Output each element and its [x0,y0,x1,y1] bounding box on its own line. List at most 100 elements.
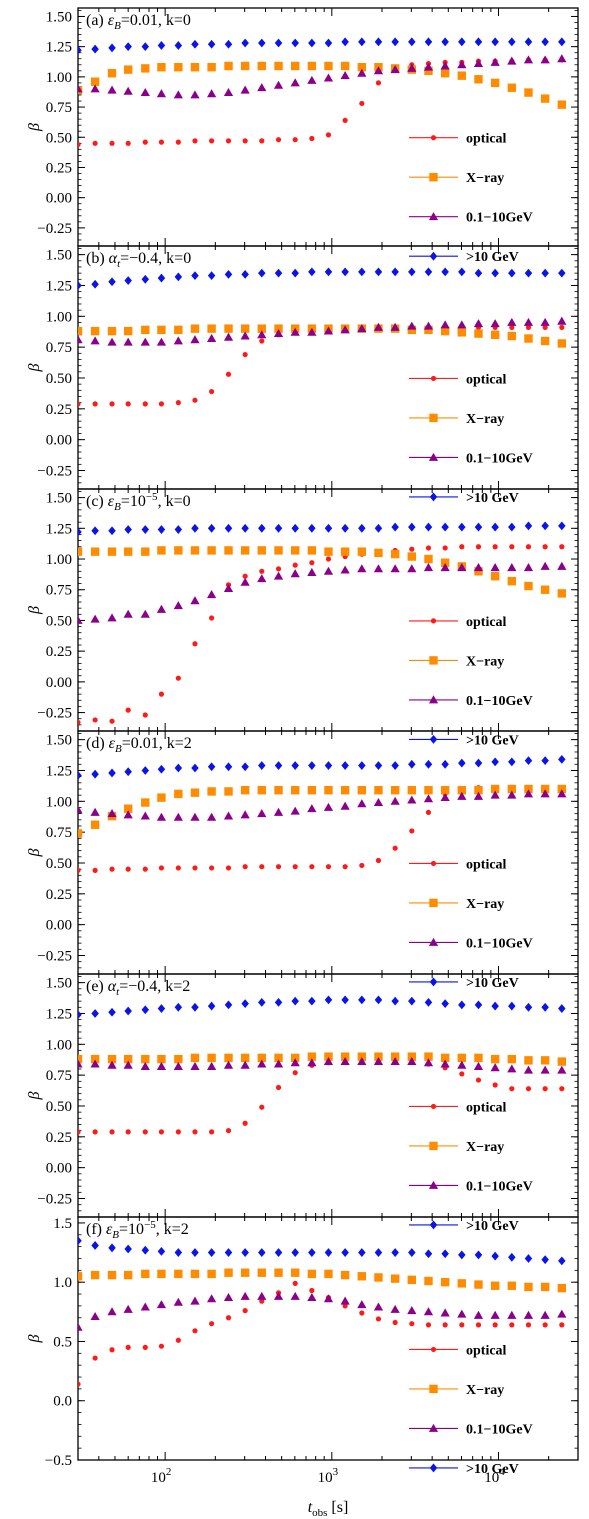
data-point-gev01_10 [307,75,317,84]
data-point-gev01_10 [307,1293,317,1302]
data-point-optical [359,1310,365,1316]
y-tick-label: 1.00 [46,1037,72,1053]
data-point-gev10 [174,41,183,50]
data-point-gev10 [157,525,166,534]
data-point-optical [309,135,315,142]
data-point-gev01_10 [78,1322,83,1331]
data-point-xray [307,1052,317,1061]
y-tick-label: 1.50 [46,248,72,264]
data-point-optical [475,544,482,550]
data-point-gev10 [207,1248,216,1257]
data-point-gev10 [558,754,566,764]
data-point-gev01_10 [173,336,183,345]
data-point-gev10 [474,758,483,768]
data-point-gev10 [124,276,132,285]
data-point-xray [407,325,417,335]
data-point-gev01_10 [140,1302,150,1311]
data-point-optical [225,1128,232,1134]
data-point-optical [509,544,515,550]
data-point-gev01_10 [140,609,150,618]
data-point-gev01_10 [407,1306,417,1315]
data-point-gev01_10 [90,1059,100,1068]
y-tick-label: 0.75 [46,825,72,841]
data-point-gev10 [191,39,199,49]
data-point-optical [209,865,215,871]
data-point-optical [158,1129,165,1135]
data-point-gev10 [341,37,349,47]
y-tick-label: −0.25 [37,948,72,964]
data-point-gev01_10 [223,1293,234,1302]
data-point-xray [424,1276,433,1286]
data-point-gev01_10 [123,810,133,819]
data-point-gev01_10 [440,61,450,70]
data-point-gev01_10 [490,319,500,328]
data-point-optical [259,1104,265,1110]
y-tick-label: 0.75 [46,583,72,599]
data-point-gev10 [541,268,549,278]
data-point-xray [540,336,550,346]
data-point-gev01_10 [190,1061,200,1070]
data-point-xray [290,61,300,71]
data-point-optical [209,1129,215,1135]
data-point-xray [174,546,183,555]
data-point-xray [557,589,567,598]
data-point-xray [524,1282,533,1292]
y-tick-label: 1.25 [46,763,72,779]
data-point-optical [209,138,215,144]
data-point-gev01_10 [407,564,417,573]
data-point-gev10 [541,521,549,531]
data-point-gev01_10 [240,1060,250,1069]
y-tick-label: 0.00 [46,918,72,934]
legend-label-xray: X−ray [466,897,504,912]
data-point-gev10 [441,522,449,532]
data-point-gev01_10 [156,604,167,613]
data-point-xray [307,786,317,795]
data-point-gev01_10 [190,596,200,605]
data-point-gev01_10 [223,87,234,97]
data-point-xray [457,1279,467,1288]
data-point-gev10 [291,523,299,533]
legend-marker-gev01_10 [428,695,439,704]
data-point-gev10 [224,762,233,772]
data-point-gev01_10 [323,1294,334,1303]
data-point-optical [109,1129,115,1135]
data-point-gev10 [191,523,199,533]
data-point-xray [274,324,283,333]
data-point-optical [142,866,148,872]
data-point-optical [442,1322,448,1328]
data-point-gev01_10 [557,1309,567,1318]
data-point-gev01_10 [173,1297,183,1306]
data-point-gev10 [207,523,216,533]
data-point-xray [78,829,83,838]
data-point-xray [407,1052,417,1061]
data-point-gev10 [408,1248,416,1257]
data-point-gev10 [207,762,216,772]
data-point-xray [141,547,150,556]
data-point-xray [357,62,367,72]
data-point-gev10 [491,522,499,532]
data-point-gev01_10 [223,332,234,341]
data-point-xray [174,1054,183,1064]
data-point-xray [440,326,450,336]
data-point-gev10 [274,38,283,48]
data-point-gev10 [78,771,82,780]
data-point-gev10 [274,268,283,278]
data-point-xray [474,75,483,84]
data-point-gev01_10 [490,1063,500,1072]
panel-title: (e) αt=−0.4, k=2 [86,978,190,998]
data-point-optical [175,865,181,871]
data-point-optical [158,865,165,871]
data-point-gev01_10 [156,89,167,98]
y-axis-label: β [26,123,43,132]
data-point-optical [125,1344,131,1350]
data-point-gev10 [524,756,533,766]
legend-marker-gev10 [429,1463,438,1473]
data-point-gev10 [91,44,99,54]
data-point-xray [207,1269,216,1279]
y-tick-label: 1.25 [46,1006,72,1022]
data-point-optical [158,691,165,697]
data-point-gev10 [558,268,566,278]
data-point-xray [357,1272,367,1281]
data-point-gev10 [524,268,533,278]
data-point-gev10 [308,761,316,770]
